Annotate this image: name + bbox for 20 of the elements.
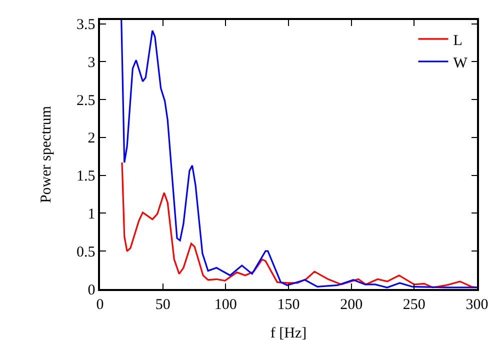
y-tick-label: 2 bbox=[88, 130, 96, 147]
y-tick-label: 0 bbox=[88, 282, 96, 298]
x-tick-label: 50 bbox=[155, 296, 170, 313]
x-tick-label: 250 bbox=[402, 296, 426, 313]
y-tick-label: 3.5 bbox=[76, 17, 96, 34]
line-series bbox=[120, 20, 477, 288]
y-tick-label: 0.5 bbox=[76, 244, 96, 260]
x-tick-label: 200 bbox=[340, 296, 363, 313]
y-tick-label: 3 bbox=[88, 54, 96, 71]
y-tick-label: 2.5 bbox=[76, 92, 96, 109]
y-tick-label: 1.5 bbox=[76, 168, 96, 185]
x-axis-title: f [Hz] bbox=[270, 325, 307, 342]
legend-label: W bbox=[453, 55, 468, 72]
legend-label: L bbox=[453, 32, 462, 49]
line-series bbox=[121, 162, 477, 288]
x-tick-label: 150 bbox=[277, 296, 300, 313]
y-tick-label: 1 bbox=[88, 206, 96, 222]
x-tick-label: 100 bbox=[214, 296, 237, 313]
y-axis-title: Power spectrum bbox=[38, 106, 54, 204]
x-tick-label: 300 bbox=[466, 296, 488, 313]
